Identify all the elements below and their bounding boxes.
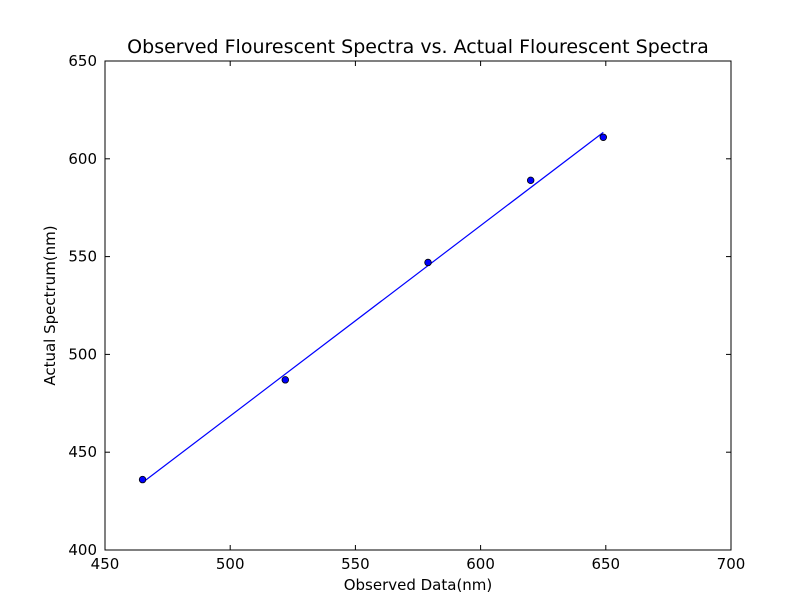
data-point	[281, 376, 289, 384]
y-tick-label: 500	[68, 345, 97, 363]
x-tick-label: 550	[341, 555, 370, 573]
x-tick-label: 650	[591, 555, 620, 573]
chart-title: Observed Flourescent Spectra vs. Actual …	[127, 36, 709, 58]
x-tick-label: 450	[91, 555, 120, 573]
y-tick-label: 600	[68, 150, 97, 168]
y-tick-label: 650	[68, 52, 97, 70]
y-axis-label: Actual Spectrum(nm)	[41, 225, 59, 385]
x-tick-label: 500	[216, 555, 245, 573]
y-tick-label: 400	[68, 541, 97, 559]
plot-frame	[104, 60, 732, 551]
plot-layer	[138, 131, 607, 484]
fit-line	[142, 131, 604, 483]
x-tick-label: 700	[717, 555, 746, 573]
x-axis-label: Observed Data(nm)	[344, 576, 493, 594]
data-point	[138, 475, 147, 484]
y-tick-label: 550	[68, 248, 97, 266]
data-point	[526, 176, 535, 185]
y-tick-label: 450	[68, 443, 97, 461]
x-tick-label: 600	[466, 555, 495, 573]
data-point	[424, 258, 432, 267]
data-point	[599, 133, 607, 141]
